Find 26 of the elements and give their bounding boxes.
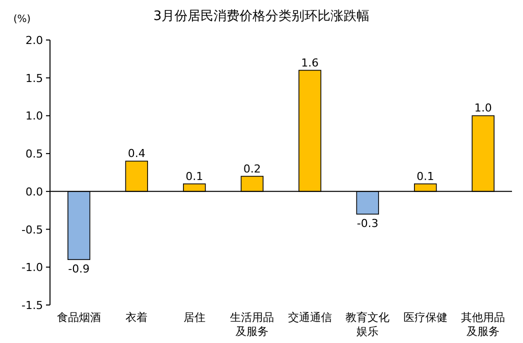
x-tick-label: 交通通信: [288, 311, 332, 324]
x-tick-label: 其他用品及服务: [461, 311, 506, 338]
data-label: 0.4: [128, 147, 146, 160]
data-label: 1.6: [301, 56, 319, 70]
data-label: 0.2: [243, 162, 261, 176]
data-label: -0.3: [356, 217, 378, 230]
y-tick-label: -1.0: [22, 261, 43, 274]
y-tick-label: 0.0: [26, 185, 43, 198]
title: 3月份居民消费价格分类别环比涨跌幅: [153, 9, 370, 24]
data-label: 0.1: [186, 170, 204, 183]
x-tick-label: 居住: [183, 311, 206, 324]
y-tick-label: 1.0: [26, 110, 43, 123]
y-tick-label: 0.5: [26, 148, 43, 161]
x-tick-label: 生活用品及服务: [230, 311, 274, 338]
data-label: -0.9: [68, 262, 90, 276]
ylabel: (%): [13, 14, 31, 25]
y-tick-label: 1.5: [26, 72, 43, 85]
y-tick-label: -0.5: [22, 223, 43, 236]
x-tick-label: 食品烟酒: [56, 311, 101, 324]
y-tick-label: -1.5: [22, 299, 43, 312]
data-label: 1.0: [474, 102, 492, 115]
x-tick-label: 教育文化娱乐: [346, 311, 390, 338]
x-tick-label: 衣着: [126, 311, 148, 324]
y-tick-label: 2.0: [26, 34, 43, 47]
x-tick-label: 医疗保健: [403, 311, 448, 324]
data-label: 0.1: [416, 170, 434, 183]
